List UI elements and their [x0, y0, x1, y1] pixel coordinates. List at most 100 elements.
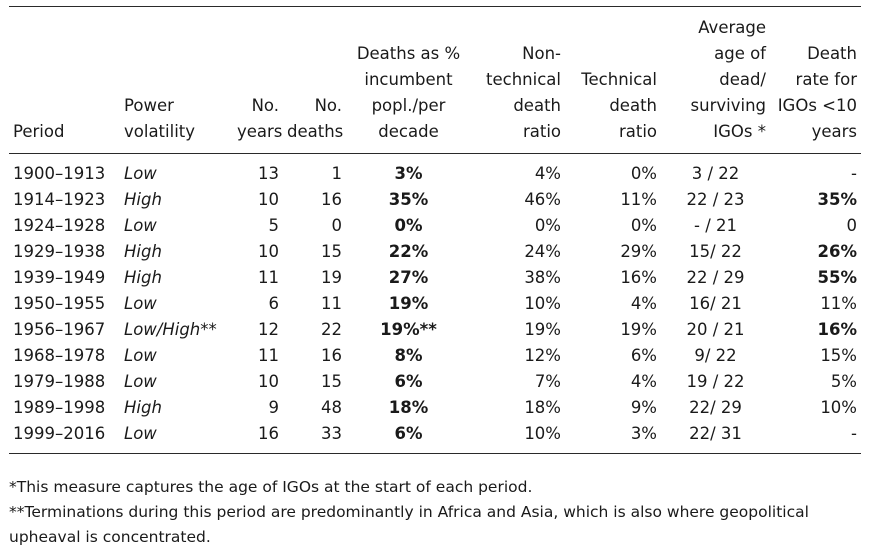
- cell-technical-ratio: 4%: [630, 294, 657, 313]
- cell-death-rate: 16%: [817, 320, 858, 339]
- cell-nontechnical-ratio: 24%: [524, 242, 561, 261]
- cell-technical-ratio: 0%: [630, 216, 657, 235]
- table-body: 1900–1913 Low 13 1 3% 4% 0% 3 / 22 - 1914–1923 Hig…: [9, 154, 861, 454]
- cell-death-rate: 5%: [830, 372, 857, 391]
- table-row: 1929–1938 High 10 15 22% 24% 29% 15/ 22 26%: [9, 239, 861, 265]
- cell-period: 1968–1978: [13, 346, 106, 365]
- cell-nontechnical-ratio: 10%: [471, 421, 565, 454]
- cell-nontechnical-ratio: 19%: [524, 320, 561, 339]
- cell-death-rate: 15%: [820, 346, 857, 365]
- cell-death-rate: -: [851, 164, 857, 183]
- cell-deaths-pct: 0%: [394, 216, 423, 235]
- cell-technical-ratio: 9%: [630, 398, 657, 417]
- table-row: 1914–1923 High 10 16 35% 46% 11% 22 / 23 35%: [9, 187, 861, 213]
- cell-death-rate: 10%: [820, 398, 857, 417]
- cell-nontechnical-ratio: 10%: [524, 294, 561, 313]
- cell-deaths-pct: 8%: [394, 346, 423, 365]
- cell-death-rate: 11%: [820, 294, 857, 313]
- cell-power-volatility: Low: [124, 164, 157, 183]
- cell-no-deaths: 19: [321, 268, 342, 287]
- cell-deaths-pct: 3%: [394, 164, 423, 183]
- cell-average-age: 22 / 23: [686, 190, 745, 209]
- cell-no-years: 12: [258, 320, 279, 339]
- cell-power-volatility: Low/High**: [124, 320, 217, 339]
- table-row: 1979–1988 Low 10 15 6% 7% 4% 19 / 22 5%: [9, 369, 861, 395]
- cell-no-deaths: 0: [331, 216, 343, 235]
- cell-average-age: 15/ 22: [689, 242, 742, 261]
- cell-deaths-pct: 19%: [388, 294, 429, 313]
- cell-power-volatility: Low: [120, 421, 233, 454]
- cell-power-volatility: High: [124, 242, 162, 261]
- cell-period: 1900–1913: [13, 164, 106, 183]
- col-header-no-years: No. years: [233, 6, 283, 154]
- table-row: 1924–1928 Low 5 0 0% 0% 0% - / 21 0: [9, 213, 861, 239]
- col-header-period: Period: [9, 6, 120, 154]
- cell-deaths-pct: 35%: [388, 190, 429, 209]
- cell-technical-ratio: 3%: [565, 421, 661, 454]
- cell-average-age: 3 / 22: [691, 164, 740, 183]
- cell-no-years: 13: [258, 164, 279, 183]
- cell-no-years: 16: [233, 421, 283, 454]
- table-row: 1999–2016 Low 16 33 6% 10% 3% 22/ 31-: [9, 421, 861, 454]
- cell-no-deaths: 16: [321, 346, 342, 365]
- cell-average-age: 22/ 31: [661, 421, 770, 454]
- cell-no-deaths: 15: [321, 242, 342, 261]
- cell-no-years: 11: [258, 346, 279, 365]
- cell-deaths-pct: 27%: [388, 268, 429, 287]
- cell-period: 1956–1967: [13, 320, 106, 339]
- cell-power-volatility: Low: [124, 346, 157, 365]
- cell-average-age: 22/ 29: [689, 398, 742, 417]
- cell-average-age: 22 / 29: [686, 268, 745, 287]
- cell-deaths-pct: 18%: [388, 398, 429, 417]
- cell-technical-ratio: 29%: [620, 242, 657, 261]
- cell-nontechnical-ratio: 7%: [534, 372, 561, 391]
- col-header-nontechnical-ratio: Non-technical death ratio: [471, 6, 565, 154]
- cell-no-deaths: 1: [331, 164, 343, 183]
- table-row: 1956–1967 Low/High** 12 22 19%** 19% 19% 20 / 2…: [9, 317, 861, 343]
- table-row: 1939–1949 High 11 19 27% 38% 16% 22 / 29 55%: [9, 265, 861, 291]
- cell-no-deaths: 48: [321, 398, 342, 417]
- col-header-no-deaths: No. deaths: [283, 6, 346, 154]
- cell-death-rate: 26%: [817, 242, 858, 261]
- cell-deaths-pct: 6%: [346, 421, 471, 454]
- cell-power-volatility: High: [124, 268, 162, 287]
- cell-nontechnical-ratio: 38%: [524, 268, 561, 287]
- cell-technical-ratio: 4%: [630, 372, 657, 391]
- cell-average-age: 20 / 21: [686, 320, 745, 339]
- table-row: 1968–1978 Low 11 16 8% 12% 6% 9/ 22 15%: [9, 343, 861, 369]
- cell-period: 1914–1923: [13, 190, 106, 209]
- cell-no-years: 10: [258, 190, 279, 209]
- col-header-death-rate: Death rate for IGOs <10 years: [770, 6, 861, 154]
- cell-no-deaths: 33: [283, 421, 346, 454]
- col-header-deaths-pct: Deaths as % incumbent popl./per decade: [346, 6, 471, 154]
- cell-period: 1999–2016: [9, 421, 120, 454]
- cell-period: 1924–1928: [13, 216, 106, 235]
- cell-death-rate: 35%: [817, 190, 858, 209]
- cell-nontechnical-ratio: 12%: [524, 346, 561, 365]
- cell-death-rate: 0: [846, 216, 858, 235]
- cell-period: 1989–1998: [13, 398, 106, 417]
- cell-period: 1979–1988: [13, 372, 106, 391]
- cell-average-age: 16/ 21: [689, 294, 742, 313]
- cell-deaths-pct: 6%: [394, 372, 423, 391]
- cell-no-years: 6: [268, 294, 280, 313]
- cell-period: 1950–1955: [13, 294, 106, 313]
- cell-technical-ratio: 0%: [630, 164, 657, 183]
- cell-nontechnical-ratio: 18%: [524, 398, 561, 417]
- igo-deaths-table: Period Power volatility No. years No. de…: [9, 6, 861, 454]
- table-row: 1989–1998 High 9 48 18% 18% 9% 22/ 29 10%: [9, 395, 861, 421]
- cell-technical-ratio: 6%: [630, 346, 657, 365]
- cell-deaths-pct: 22%: [388, 242, 429, 261]
- cell-no-years: 11: [258, 268, 279, 287]
- table-row: 1950–1955 Low 6 11 19% 10% 4% 16/ 21 11%: [9, 291, 861, 317]
- cell-power-volatility: High: [124, 190, 162, 209]
- cell-death-rate: 55%: [817, 268, 858, 287]
- cell-nontechnical-ratio: 46%: [524, 190, 561, 209]
- table-notes: *This measure captures the age of IGOs a…: [9, 475, 861, 550]
- cell-period: 1939–1949: [13, 268, 106, 287]
- table-row: 1900–1913 Low 13 1 3% 4% 0% 3 / 22 -: [9, 154, 861, 188]
- cell-nontechnical-ratio: 0%: [534, 216, 561, 235]
- cell-power-volatility: High: [124, 398, 162, 417]
- cell-technical-ratio: 16%: [620, 268, 657, 287]
